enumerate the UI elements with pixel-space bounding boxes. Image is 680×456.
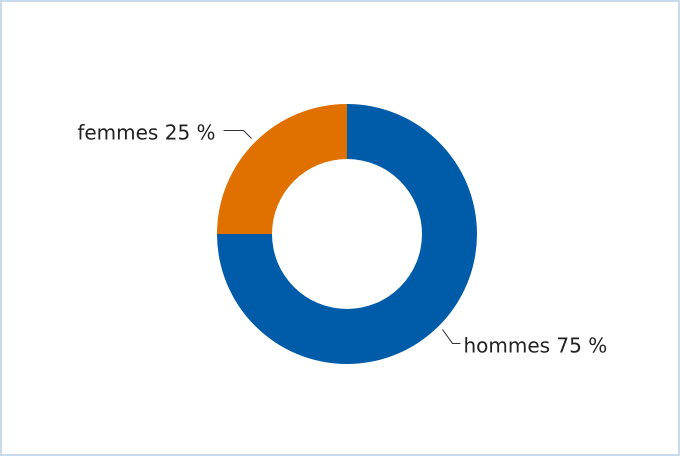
donut-segment — [217, 104, 347, 234]
label-value: 25 % — [165, 120, 216, 144]
label-category: hommes — [463, 333, 550, 357]
leader-line — [223, 130, 252, 139]
donut-segment — [217, 104, 477, 364]
data-label: hommes 75 % — [463, 333, 607, 357]
data-label: femmes 25 % — [77, 120, 215, 144]
label-value: 75 % — [556, 333, 607, 357]
label-category: femmes — [77, 120, 158, 144]
leader-line — [442, 329, 461, 344]
